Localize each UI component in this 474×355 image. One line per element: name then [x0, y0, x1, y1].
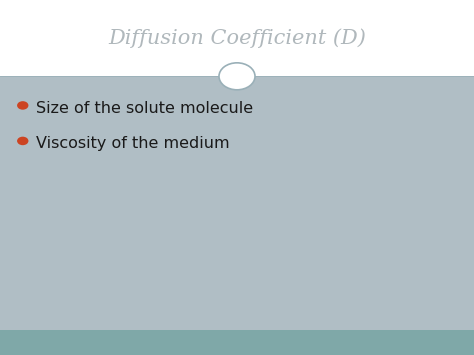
FancyBboxPatch shape [0, 0, 474, 76]
Text: Viscosity of the medium: Viscosity of the medium [36, 136, 229, 151]
FancyBboxPatch shape [0, 330, 474, 355]
Circle shape [219, 63, 255, 90]
Text: Size of the solute molecule: Size of the solute molecule [36, 101, 253, 116]
Text: Diffusion Coefficient (D): Diffusion Coefficient (D) [108, 28, 366, 48]
FancyBboxPatch shape [0, 76, 474, 330]
Circle shape [17, 137, 28, 145]
Circle shape [17, 101, 28, 110]
